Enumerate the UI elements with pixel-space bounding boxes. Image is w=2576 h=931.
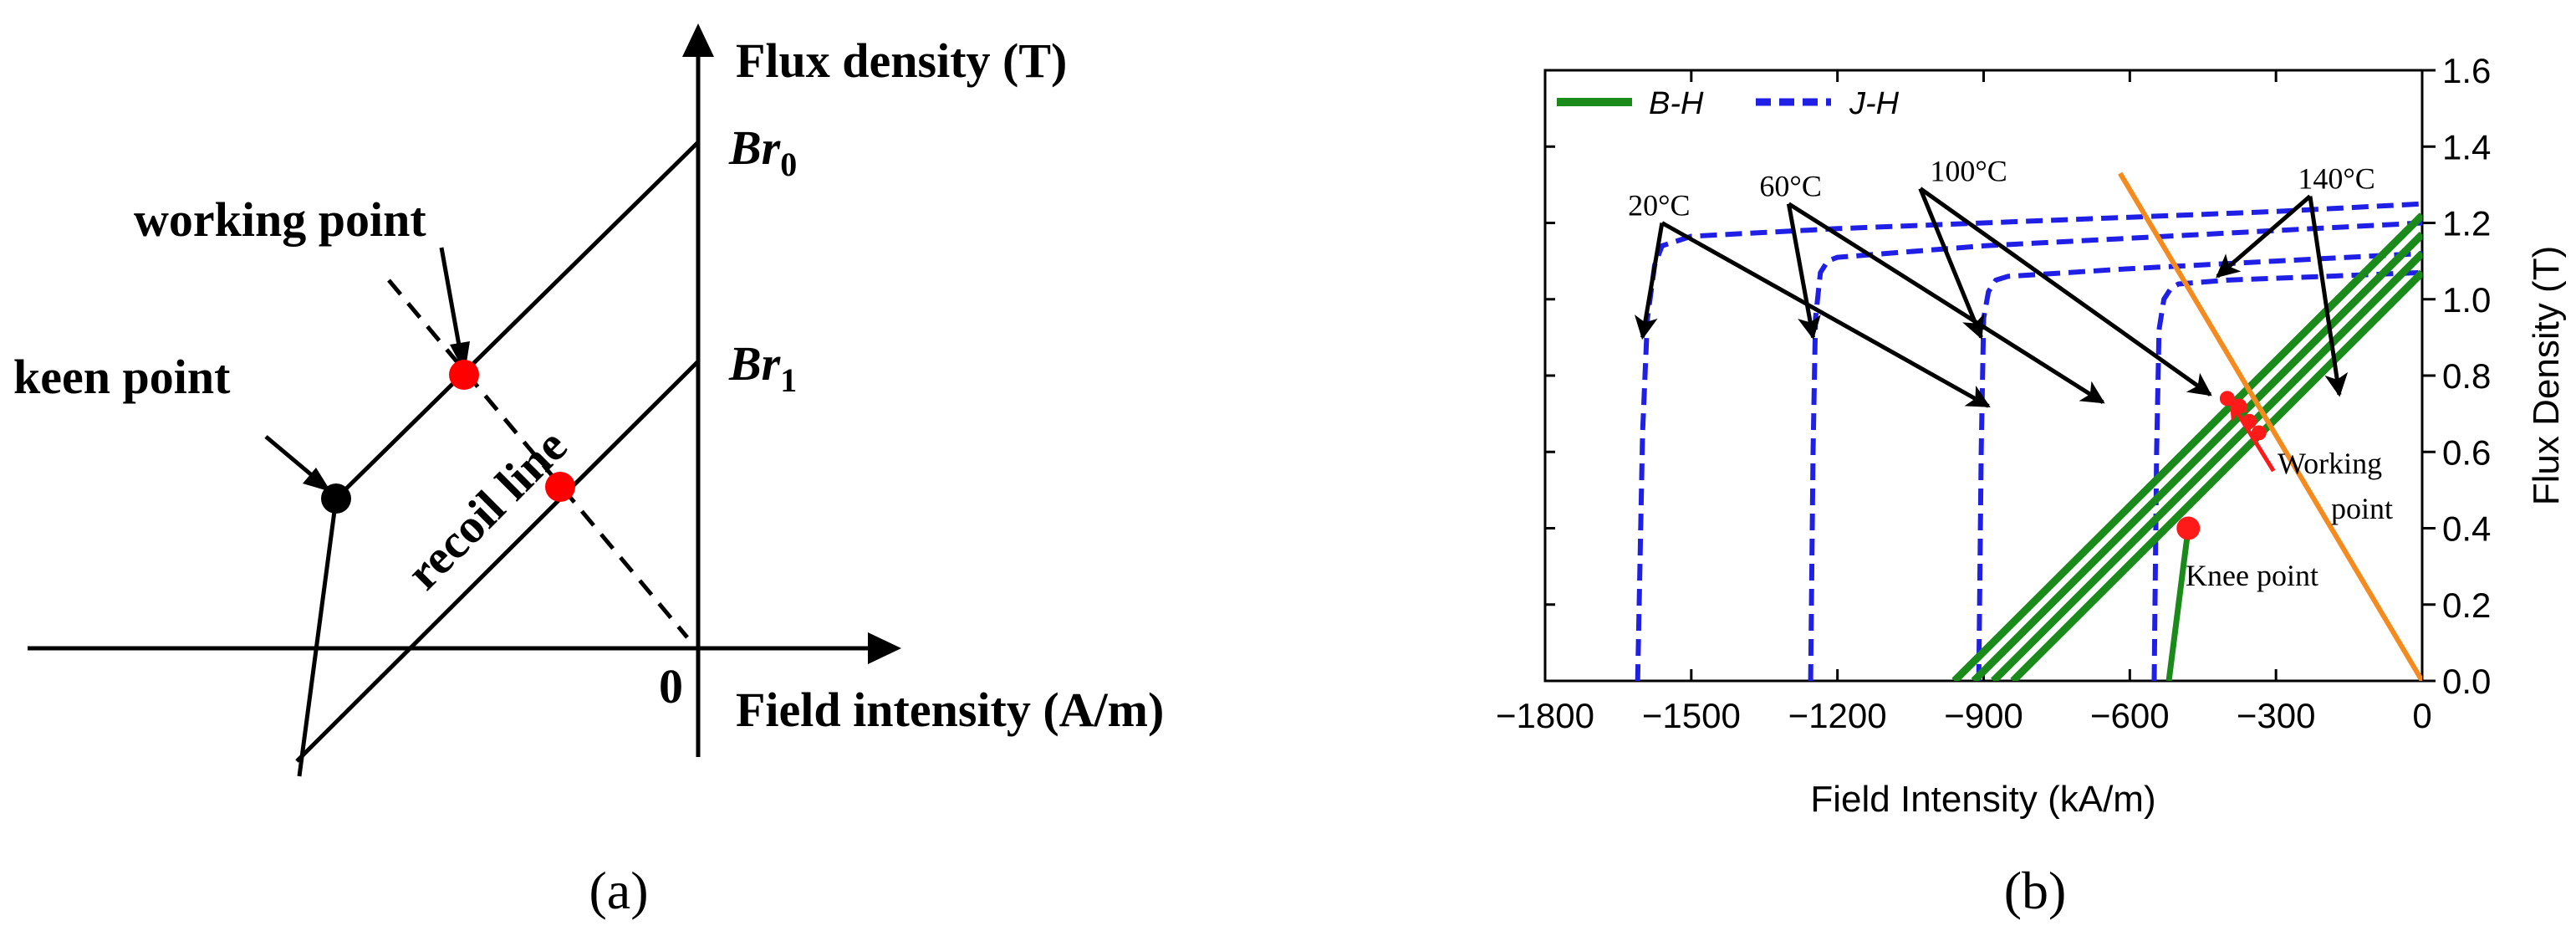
b-y-tick-label: 1.4 [2442, 127, 2491, 166]
b-y-tick-label: 0.6 [2442, 432, 2491, 472]
a-x-axis-label: Field intensity (A/m) [736, 683, 1164, 737]
b-temp-arrow [2216, 194, 2312, 279]
b-data [1635, 171, 2422, 681]
a-demag-line-br0 [334, 141, 700, 500]
a-br1-label: Br1 [728, 336, 797, 399]
b-bh-line [1971, 232, 2422, 681]
b-bh-knee-curve [2165, 528, 2191, 681]
b-temp-label: 20°C [1628, 188, 1690, 222]
b-legend: B-H J-H [1557, 86, 1900, 121]
a-keen-point-label: keen point [13, 350, 231, 404]
b-temp-arrow [1788, 202, 2105, 405]
b-x-tick-label: −1500 [1642, 696, 1741, 735]
a-keen-point [321, 483, 351, 514]
b-y-tick-label: 1.0 [2442, 280, 2491, 320]
b-working-point-arrow [2228, 400, 2276, 473]
a-keen-point-arrow [264, 435, 319, 482]
b-bh-line [1951, 212, 2422, 681]
b-temp-label: 100°C [1930, 154, 2007, 187]
a-y-axis-label: Flux density (T) [736, 33, 1067, 88]
b-knee-point-label: Knee point [2186, 559, 2318, 592]
b-jh-curve [1635, 201, 2422, 681]
b-temp-label: 60°C [1759, 170, 1821, 203]
b-jh-curve [2151, 269, 2422, 681]
a-keen-point-arrowhead [303, 468, 331, 492]
a-br0-label: Br0 [728, 120, 797, 183]
b-temp-arrow [1919, 187, 2212, 396]
a-x-axis-arrowhead [868, 632, 901, 664]
b-temp-arrow [1660, 221, 1991, 408]
b-annotations: 20°C 60°C 100°C 140°C Working point Knee point [1628, 154, 2393, 592]
a-working-point-arrow [439, 247, 464, 356]
b-x-tick-label: −600 [2090, 696, 2170, 735]
b-x-tick-label: −1800 [1496, 696, 1594, 735]
panel-a: Flux density (T) Field intensity (A/m) 0… [13, 23, 1164, 777]
caption-b: (b) [2004, 861, 2067, 920]
b-y-tick-label: 0.8 [2442, 356, 2491, 396]
b-x-tick-label: −300 [2237, 696, 2316, 735]
b-x-tick-label: 0 [2412, 696, 2431, 735]
b-ticks: −1800 −1500 −1200 −900 −600 −300 0 0.0 0.2 0.4 0.6… [1496, 51, 2491, 735]
b-temp-label: 140°C [2298, 161, 2375, 195]
b-y-axis-label: Flux Density (T) [2526, 246, 2567, 505]
b-temp-arrow [1634, 223, 1665, 340]
b-bh-line [2010, 269, 2422, 681]
b-legend-bh-label: B-H [1649, 86, 1704, 121]
a-working-point-label: working point [134, 192, 426, 247]
b-temp-arrow [1786, 203, 1821, 340]
a-working-point-lower [545, 472, 575, 502]
b-y-tick-label: 0.4 [2442, 509, 2491, 549]
a-origin-label: 0 [659, 659, 683, 714]
a-demag-line-br1 [295, 360, 700, 763]
caption-a: (a) [589, 861, 648, 920]
b-y-tick-label: 0.2 [2442, 586, 2491, 625]
b-working-point-label-line1: Working [2278, 447, 2382, 480]
b-legend-jh-label: J-H [1849, 86, 1900, 121]
a-load-line [387, 279, 689, 639]
b-y-tick-label: 0.0 [2442, 662, 2491, 701]
b-x-tick-label: −1200 [1788, 696, 1887, 735]
b-jh-curve [1808, 220, 2422, 681]
a-working-point-upper [449, 360, 479, 390]
b-working-point [2251, 425, 2267, 441]
b-y-tick-label: 1.2 [2442, 204, 2491, 243]
b-x-axis-label: Field Intensity (kA/m) [1810, 779, 2155, 820]
b-knee-point [2176, 516, 2201, 540]
b-y-tick-label: 1.6 [2442, 51, 2491, 90]
a-y-axis-arrowhead [682, 23, 714, 57]
b-load-line [2118, 171, 2422, 681]
b-temp-arrow [2308, 196, 2349, 397]
panel-b: −1800 −1500 −1200 −900 −600 −300 0 0.0 0.2 0.4 0.6… [1496, 51, 2567, 820]
b-working-point-label-line2: point [2331, 492, 2393, 525]
a-knee-steep-line [297, 498, 339, 777]
b-bh-line [1991, 250, 2422, 681]
b-temp-arrow [1918, 187, 1984, 340]
b-x-tick-label: −900 [1944, 696, 2023, 735]
